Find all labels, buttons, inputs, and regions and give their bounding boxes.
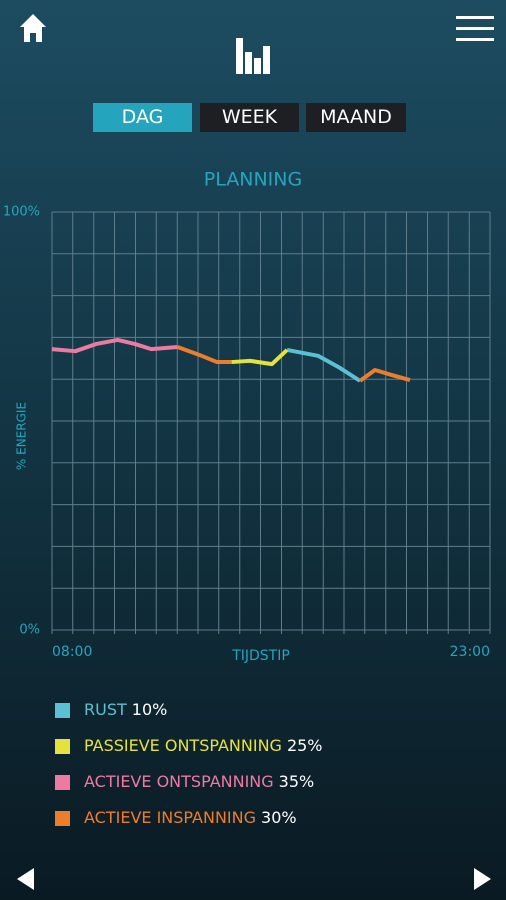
x-axis-label: TIJDSTIP: [231, 648, 290, 664]
legend-share: 30%: [261, 808, 297, 827]
legend-swatch: [55, 739, 70, 754]
menu-button[interactable]: [456, 15, 494, 43]
tab-dag[interactable]: DAG: [93, 103, 192, 132]
data-line: [286, 347, 362, 383]
legend-name: PASSIEVE ONTSPANNING: [84, 736, 282, 755]
data-line: [231, 348, 289, 367]
legend-swatch: [55, 775, 70, 790]
y-tick-label: 0%: [19, 623, 40, 638]
x-tick-label: 23:00: [450, 644, 490, 660]
home-button[interactable]: [18, 12, 48, 44]
legend-name: RUST: [84, 700, 127, 719]
next-button[interactable]: [470, 866, 494, 892]
legend-share: 25%: [287, 736, 323, 755]
tab-week[interactable]: WEEK: [200, 103, 299, 132]
legend-entry: RUST 10%: [84, 700, 167, 719]
legend-swatch: [55, 703, 70, 718]
stats-icon: [236, 38, 270, 74]
legend-share: 35%: [279, 772, 315, 791]
chart: PLANNING 0% 100% 08:00 23:00 TIJDSTIP % ENERGI…: [3, 169, 491, 827]
x-tick-label: 08:00: [52, 644, 92, 660]
y-tick-label: 100%: [3, 205, 40, 220]
tab-maand[interactable]: MAAND: [306, 103, 406, 132]
legend-entry: ACTIEVE ONTSPANNING 35%: [84, 772, 314, 791]
legend-share: 10%: [132, 700, 168, 719]
data-line: [51, 337, 178, 354]
legend-name: ACTIEVE ONTSPANNING: [84, 772, 274, 791]
prev-button[interactable]: [14, 866, 38, 892]
y-axis-label: % ENERGIE: [15, 402, 29, 470]
legend-entry: PASSIEVE ONTSPANNING 25%: [84, 736, 323, 755]
data-line: [176, 345, 411, 383]
legend-entry: ACTIEVE INSPANNING 30%: [84, 808, 297, 827]
chart-title: PLANNING: [204, 169, 302, 191]
legend-name: ACTIEVE INSPANNING: [84, 808, 256, 827]
legend-swatch: [55, 811, 70, 826]
